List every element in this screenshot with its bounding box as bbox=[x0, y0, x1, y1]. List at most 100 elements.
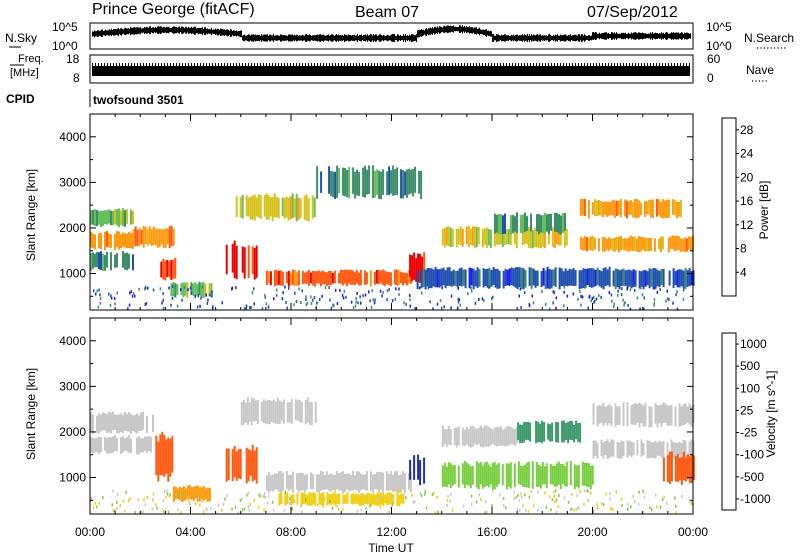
rti-cell bbox=[593, 199, 596, 216]
rti-cell bbox=[556, 212, 558, 233]
rti-cell bbox=[416, 270, 419, 289]
rti-speckle bbox=[102, 496, 104, 500]
nave-point bbox=[146, 63, 147, 66]
rti-cell bbox=[668, 451, 671, 485]
rti-speckle bbox=[92, 506, 95, 510]
nsky-point bbox=[619, 33, 620, 39]
nsky-point bbox=[293, 35, 294, 41]
nsky-point bbox=[463, 27, 464, 32]
rti-cell bbox=[108, 411, 110, 433]
rti-cell bbox=[202, 281, 205, 298]
rti-cell bbox=[611, 199, 614, 216]
nsky-point bbox=[533, 34, 534, 42]
rti-cell bbox=[128, 231, 130, 248]
rti-cell bbox=[583, 198, 586, 216]
rti-speckle bbox=[449, 499, 451, 503]
rti-speckle bbox=[532, 301, 535, 305]
nave-point bbox=[656, 63, 657, 66]
nave-point bbox=[491, 63, 492, 66]
nsky-point bbox=[571, 35, 572, 40]
rti-speckle bbox=[190, 291, 193, 295]
rti-cell bbox=[375, 270, 378, 284]
rti-speckle bbox=[343, 289, 346, 293]
rti-cell bbox=[520, 214, 522, 234]
rti-cell bbox=[565, 228, 568, 246]
rti-speckle bbox=[586, 489, 588, 493]
rti-cell bbox=[577, 464, 580, 489]
nsearch-tick-low: 10^0 bbox=[706, 39, 732, 53]
nave-point bbox=[233, 63, 234, 66]
rti-cell bbox=[631, 236, 634, 251]
nsky-point bbox=[298, 35, 299, 41]
nsky-point bbox=[467, 27, 468, 33]
rti-cell bbox=[323, 272, 326, 285]
nsky-point bbox=[95, 31, 96, 37]
rti-cell bbox=[136, 229, 139, 246]
rti-cell bbox=[623, 238, 626, 251]
nsky-point bbox=[527, 34, 528, 42]
rti-cell bbox=[546, 214, 548, 232]
nsky-point bbox=[651, 33, 652, 39]
nave-point bbox=[263, 63, 264, 66]
nsky-point bbox=[379, 34, 380, 42]
nsky-point bbox=[471, 27, 472, 34]
rti-cell bbox=[275, 473, 278, 490]
rti-speckle bbox=[289, 497, 291, 501]
nsky-tick-low: 10^0 bbox=[52, 39, 78, 53]
nsky-point bbox=[430, 27, 431, 36]
rti-speckle bbox=[583, 489, 586, 493]
rti-cell bbox=[622, 268, 625, 286]
rti-cell bbox=[560, 268, 563, 287]
rti-cell bbox=[383, 270, 386, 287]
rti-cell bbox=[168, 226, 171, 249]
rti-cell bbox=[354, 494, 357, 504]
nave-point bbox=[269, 63, 270, 66]
rti-cell bbox=[541, 461, 544, 485]
rti-cell bbox=[646, 271, 649, 286]
rti-speckle bbox=[263, 508, 265, 512]
nsky-point bbox=[157, 26, 158, 34]
rti-cell bbox=[614, 403, 617, 427]
nsky-point bbox=[253, 34, 254, 42]
rti-cell bbox=[596, 405, 599, 427]
colorbar-frame bbox=[721, 332, 737, 511]
rti-cell bbox=[408, 168, 411, 195]
rti-speckle bbox=[459, 303, 462, 307]
rti-speckle bbox=[675, 293, 677, 297]
nsky-point bbox=[575, 34, 576, 42]
colorbar-tick-label: 500 bbox=[740, 359, 760, 373]
nsky-point bbox=[455, 26, 456, 32]
rti-cell bbox=[690, 271, 693, 286]
nsky-point bbox=[622, 32, 623, 39]
nsky-point bbox=[109, 29, 110, 36]
rti-cell bbox=[617, 236, 620, 253]
x-tick-label: 12:00 bbox=[376, 525, 406, 539]
nsky-point bbox=[627, 33, 628, 39]
rti-cell bbox=[136, 437, 138, 455]
rti-cell bbox=[434, 267, 437, 288]
nsky-point bbox=[222, 29, 223, 36]
rti-cell bbox=[166, 260, 169, 278]
nsky-point bbox=[166, 26, 167, 34]
nsky-point bbox=[420, 30, 421, 37]
rti-speckle bbox=[523, 291, 526, 295]
rti-speckle bbox=[387, 510, 390, 514]
nsky-point bbox=[155, 27, 156, 34]
nave-point bbox=[371, 63, 372, 66]
rti-cell bbox=[566, 270, 569, 287]
rti-cell bbox=[247, 197, 250, 217]
rti-cell bbox=[497, 463, 500, 485]
rti-speckle bbox=[567, 500, 570, 504]
rti-cell bbox=[98, 413, 100, 434]
rti-speckle bbox=[211, 306, 214, 310]
rti-cell bbox=[562, 213, 564, 233]
nsky-point bbox=[508, 35, 509, 41]
rti-speckle bbox=[557, 504, 560, 508]
rti-cell bbox=[401, 471, 404, 490]
rti-cell bbox=[523, 464, 526, 488]
rti-speckle bbox=[168, 286, 170, 290]
rti-cell bbox=[549, 424, 552, 442]
rti-speckle bbox=[212, 305, 214, 309]
rti-cell bbox=[489, 229, 492, 248]
rti-speckle bbox=[166, 489, 168, 493]
